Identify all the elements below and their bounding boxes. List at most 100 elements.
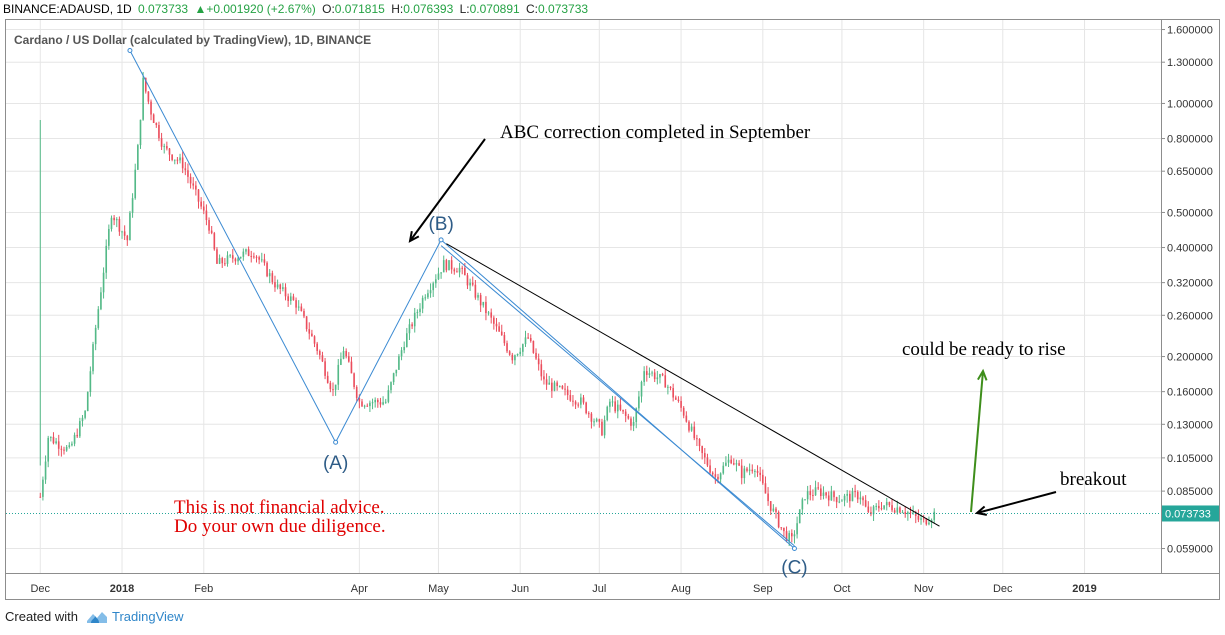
candle-body [303, 310, 305, 317]
y-tick-label: 0.130000 [1167, 419, 1213, 431]
rise-arrow [970, 368, 988, 513]
candle-body [685, 415, 688, 422]
candle-body [197, 189, 200, 202]
candle-body [524, 337, 527, 345]
candle-body [551, 382, 553, 391]
candle-body [490, 312, 493, 318]
candle-body [640, 381, 643, 397]
candle-body [57, 441, 60, 449]
x-tick-label: Nov [914, 583, 934, 595]
candle-body [711, 472, 714, 475]
candle-body [305, 316, 308, 330]
price-axis[interactable]: 1.600000 1.300000 1.000000 0.800000 0.650000… [1161, 25, 1219, 556]
candle-body [374, 399, 376, 403]
candle-body [171, 154, 173, 160]
candle-body [680, 401, 682, 408]
candle-body [456, 271, 458, 273]
candle-body [785, 531, 788, 541]
annotation-breakout: breakout [1060, 469, 1127, 490]
last-price-tag [1162, 505, 1219, 522]
candle-body [390, 382, 392, 391]
candle-body [487, 312, 490, 314]
candle-body [144, 77, 147, 92]
candle-body [81, 417, 84, 422]
candle-body [564, 388, 566, 390]
candle-body [719, 473, 722, 480]
candle-body [398, 356, 400, 370]
candle-body [791, 533, 793, 537]
time-axis[interactable]: Dec 2018 Feb Apr May Jun Jul Aug Sep Oct Nov Dec 201… [30, 583, 1096, 595]
candle-body [498, 326, 500, 332]
candle-body [308, 329, 311, 334]
candle-body [279, 284, 282, 289]
candle-body [746, 468, 748, 471]
y-tick-label: 1.600000 [1167, 25, 1213, 37]
candle-body [461, 267, 464, 269]
x-tick-label: Sep [753, 583, 773, 595]
candle-body [213, 233, 216, 250]
candle-body [928, 522, 930, 525]
candle-body [445, 260, 448, 271]
breakout-arrow-shaft [976, 491, 1057, 514]
candle-body [638, 396, 640, 409]
candle-body [664, 375, 667, 388]
candle-body [777, 511, 780, 528]
candle-body [643, 371, 645, 382]
breakout-arrow-head [974, 505, 988, 516]
candle-body [376, 399, 379, 403]
candle-body [849, 493, 851, 502]
candle-body [139, 119, 142, 146]
grid [6, 20, 1161, 573]
x-tick-label: Apr [351, 583, 368, 595]
candle-body [155, 123, 158, 126]
candle-body [717, 476, 719, 480]
candle-body [253, 256, 255, 258]
candle-body [769, 501, 772, 511]
y-tick-label: 0.500000 [1167, 207, 1213, 219]
candle-body [925, 518, 928, 525]
created-with-label: Created with [5, 609, 78, 624]
candle-body [189, 176, 192, 184]
candle-body [250, 255, 253, 257]
candle-body [688, 421, 690, 431]
close-value: 0.073733 [538, 2, 589, 16]
candle-body [595, 419, 598, 422]
candle-body [134, 169, 137, 199]
candle-body [329, 382, 332, 390]
candle-body [703, 453, 706, 458]
candle-body [403, 346, 406, 351]
candle-body [187, 170, 189, 177]
candle-body [532, 340, 535, 353]
candle-body [118, 219, 121, 232]
candle-body [933, 511, 936, 520]
candle-body [150, 101, 152, 115]
candle-body [60, 448, 63, 450]
candle-body [369, 402, 371, 407]
candle-body [830, 491, 833, 501]
candle-body [754, 470, 756, 472]
candle-body [358, 397, 361, 402]
abc-annotation-arrow [408, 138, 486, 243]
symbol-label[interactable]: BINANCE:ADAUSD, 1D [3, 2, 132, 16]
candle-body [854, 491, 856, 493]
y-tick-label: 0.320000 [1167, 278, 1213, 290]
candle-body [833, 491, 835, 498]
y-tick-label: 0.160000 [1167, 387, 1213, 399]
candle-body [255, 256, 258, 258]
y-tick-label: 0.085000 [1167, 486, 1213, 498]
candle-body [825, 492, 827, 496]
wave-label-c: (C) [781, 558, 807, 579]
candle-body [543, 376, 545, 380]
candle-body [282, 287, 284, 289]
candle-body [508, 351, 511, 355]
low-label: L: [459, 2, 470, 16]
candle-body [577, 404, 580, 406]
candle-body [627, 415, 630, 419]
candle-body [42, 479, 44, 497]
last-price-tag-label: 0.073733 [1165, 508, 1211, 520]
candle-body [210, 230, 213, 234]
candle-body [514, 355, 516, 361]
tradingview-brand-link[interactable]: TradingView [111, 609, 184, 624]
x-tick-label: Jun [511, 583, 529, 595]
